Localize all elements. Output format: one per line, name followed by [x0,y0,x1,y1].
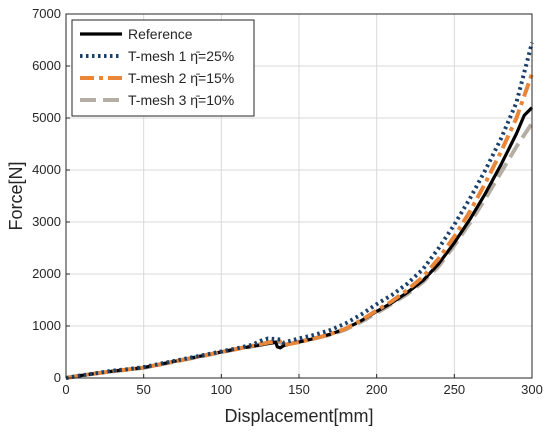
x-tick-label: 300 [521,382,543,397]
y-tick-label: 6000 [32,58,61,73]
x-axis-label: Displacement[mm] [224,406,373,426]
series-line-3 [65,73,534,380]
y-tick-label: 5000 [32,110,61,125]
y-tick-label: 2000 [32,266,61,281]
x-tick-label: 200 [366,382,388,397]
x-tick-label: 250 [443,382,465,397]
legend-label-2: T-mesh 1 η̄=25% [128,48,234,64]
y-tick-label: 4000 [32,162,61,177]
series-lines [65,42,534,380]
axis-ticks: 0 50 100 150 200 250 3000100020003000400050006… [32,6,543,397]
y-tick-label: 3000 [32,214,61,229]
legend-label-1: Reference [128,26,193,42]
x-tick-label: 150 [288,382,310,397]
legend-box [71,19,255,117]
y-tick-label: 1000 [32,318,61,333]
y-axis-label: Force[N] [6,161,26,230]
x-tick-label: 100 [210,382,232,397]
legend: Reference T-mesh 1 η̄=25% T-mesh 2 η̄=15% T… [71,19,255,117]
legend-label-3: T-mesh 2 η̄=15% [128,70,234,86]
grid [66,14,532,378]
series-line-2 [65,42,534,380]
x-tick-label: 50 [136,382,150,397]
legend-label-4: T-mesh 3 η̄=10% [128,92,234,108]
y-tick-label: 0 [54,370,61,385]
x-tick-label: 0 [62,382,69,397]
y-tick-label: 7000 [32,6,61,21]
